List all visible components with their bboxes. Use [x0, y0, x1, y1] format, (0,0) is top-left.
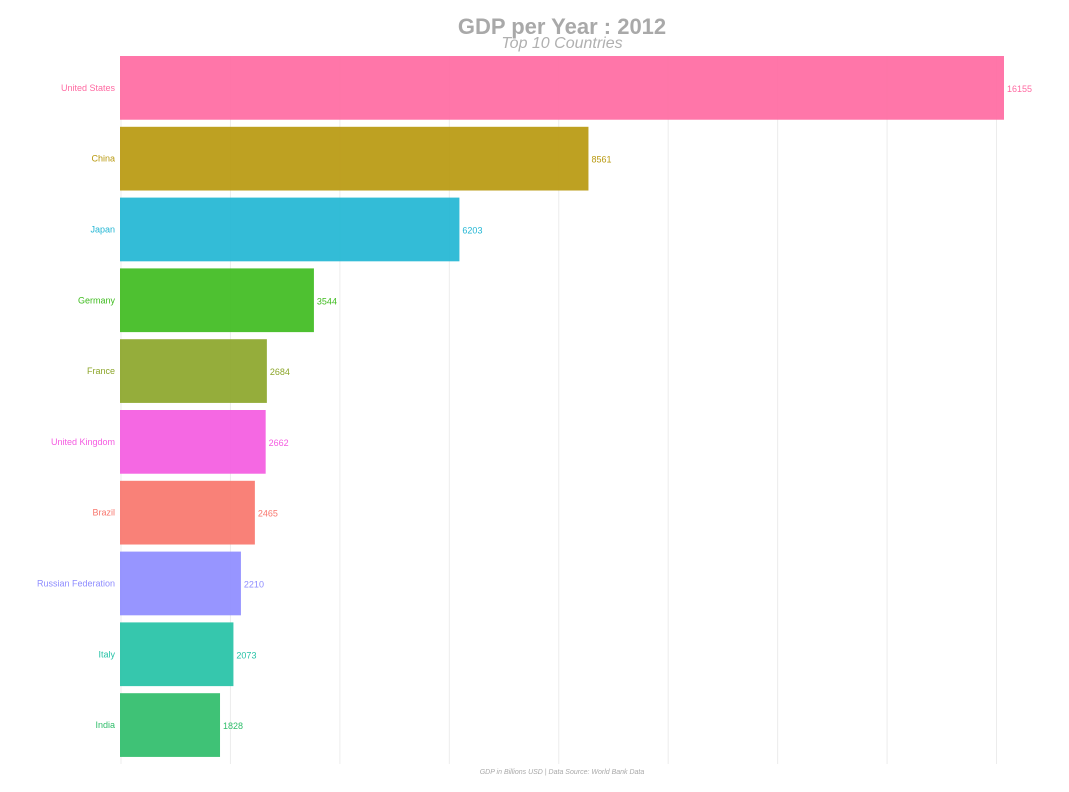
value-label: 16155 [1007, 84, 1032, 94]
category-label: United States [61, 83, 116, 93]
chart-title: GDP per Year : 2012 [458, 14, 666, 39]
value-label: 2073 [236, 650, 256, 660]
bar-china [120, 126, 589, 191]
bar-brazil [120, 480, 255, 545]
category-label: United Kingdom [51, 437, 115, 447]
value-label: 8561 [591, 155, 611, 165]
value-label: 3544 [317, 296, 337, 306]
value-labels: 16155 8561 6203 3544 2684 2662 2465 2210 2073 182… [223, 84, 1032, 731]
bar-russian-federation [120, 551, 241, 616]
value-label: 2684 [270, 367, 290, 377]
category-label: France [87, 366, 115, 376]
bar-japan [120, 197, 460, 262]
bars [120, 56, 1004, 757]
chart-subtitle: Top 10 Countries [501, 35, 622, 52]
category-label: China [91, 154, 115, 164]
chart-caption: GDP in Billions USD | Data Source: World… [480, 769, 645, 776]
bar-india [120, 693, 221, 757]
bar-united-states [120, 56, 1004, 120]
category-label: Italy [98, 649, 115, 659]
bar-united-kingdom [120, 410, 266, 474]
value-label: 2465 [258, 509, 278, 519]
bar-italy [120, 622, 234, 687]
value-label: 2662 [269, 438, 289, 448]
category-label: India [95, 720, 115, 730]
category-labels: United States China Japan Germany France Unit… [37, 83, 116, 730]
value-label: 2210 [244, 579, 264, 589]
category-label: Brazil [92, 508, 115, 518]
category-label: Russian Federation [37, 578, 115, 588]
category-label: Germany [78, 295, 116, 305]
bar-france [120, 339, 267, 403]
value-label: 1828 [223, 721, 243, 731]
value-label: 6203 [462, 225, 482, 235]
bar-germany [120, 268, 314, 333]
category-label: Japan [90, 224, 115, 234]
